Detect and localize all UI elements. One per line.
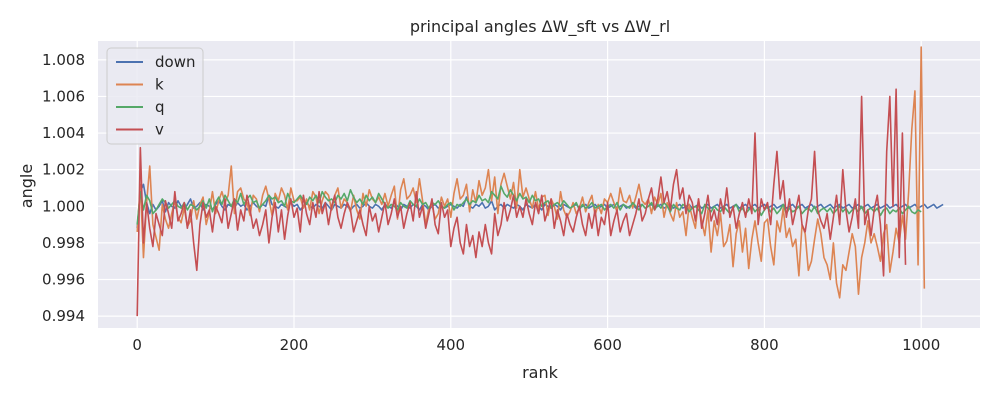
y-tick-label: 0.998 — [42, 234, 85, 252]
plot-area — [98, 41, 980, 328]
y-tick-label: 1.000 — [42, 197, 85, 215]
x-tick-label: 0 — [132, 336, 142, 354]
x-tick-label: 800 — [750, 336, 779, 354]
x-tick-label: 200 — [280, 336, 309, 354]
legend-label-down: down — [155, 53, 195, 71]
legend-label-v: v — [155, 121, 164, 139]
y-tick-label: 1.004 — [42, 124, 85, 142]
y-tick-label: 1.006 — [42, 87, 85, 105]
y-tick-label: 0.996 — [42, 270, 85, 288]
x-tick-label: 400 — [436, 336, 465, 354]
legend-label-k: k — [155, 76, 164, 94]
legend-box — [106, 47, 204, 145]
series-lines — [136, 46, 944, 317]
legend-label-q: q — [155, 98, 165, 116]
y-tick-label: 1.008 — [42, 51, 85, 69]
y-axis-label: angle — [17, 164, 36, 208]
x-axis-label: rank — [522, 363, 559, 382]
chart-title: principal angles ΔW_sft vs ΔW_rl — [410, 17, 670, 37]
series-line-v — [136, 88, 907, 317]
tick-labels: 0 200 400 600 800 1000 0.994 0.996 0.998 1.000 1.0… — [42, 51, 940, 354]
y-tick-label: 1.002 — [42, 161, 85, 179]
y-tick-label: 0.994 — [42, 307, 85, 325]
x-tick-label: 600 — [593, 336, 622, 354]
legend: down kqv — [106, 47, 204, 145]
x-tick-label: 1000 — [902, 336, 940, 354]
